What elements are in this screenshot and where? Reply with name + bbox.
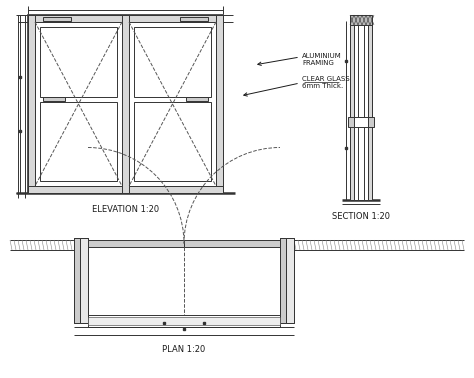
Bar bbox=[186, 97, 208, 101]
Bar bbox=[122, 15, 129, 193]
Bar bbox=[350, 21, 354, 200]
Text: CLEAR GLASS
6mm Thick.: CLEAR GLASS 6mm Thick. bbox=[302, 76, 350, 89]
Bar bbox=[40, 102, 117, 181]
Bar bbox=[350, 21, 372, 200]
Bar bbox=[129, 22, 216, 186]
Bar bbox=[88, 240, 184, 247]
Bar bbox=[28, 15, 35, 193]
Bar bbox=[43, 97, 65, 101]
Bar bbox=[350, 15, 372, 25]
Bar bbox=[364, 21, 368, 200]
Bar bbox=[134, 102, 211, 181]
Text: ELEVATION 1:20: ELEVATION 1:20 bbox=[92, 205, 159, 214]
Bar bbox=[354, 117, 368, 127]
Bar bbox=[35, 22, 122, 186]
Bar bbox=[28, 15, 223, 193]
Bar bbox=[286, 238, 294, 323]
Bar bbox=[88, 317, 280, 325]
Bar bbox=[354, 21, 358, 200]
Bar bbox=[180, 17, 208, 21]
Bar bbox=[134, 27, 211, 97]
Bar bbox=[280, 238, 286, 323]
Text: SECTION 1:20: SECTION 1:20 bbox=[332, 212, 390, 221]
Bar bbox=[88, 315, 280, 327]
Bar bbox=[74, 238, 80, 323]
Bar bbox=[348, 117, 374, 127]
Text: ALUMINIUM
FRAMING: ALUMINIUM FRAMING bbox=[302, 53, 342, 66]
Bar bbox=[184, 240, 280, 247]
Bar bbox=[43, 17, 71, 21]
Bar bbox=[80, 238, 88, 323]
Text: PLAN 1:20: PLAN 1:20 bbox=[163, 345, 206, 354]
Bar bbox=[280, 238, 294, 323]
Bar bbox=[368, 21, 372, 200]
Bar bbox=[74, 238, 88, 323]
Bar bbox=[216, 15, 223, 193]
Bar bbox=[28, 186, 223, 193]
Bar bbox=[28, 15, 223, 22]
Bar bbox=[40, 27, 117, 97]
